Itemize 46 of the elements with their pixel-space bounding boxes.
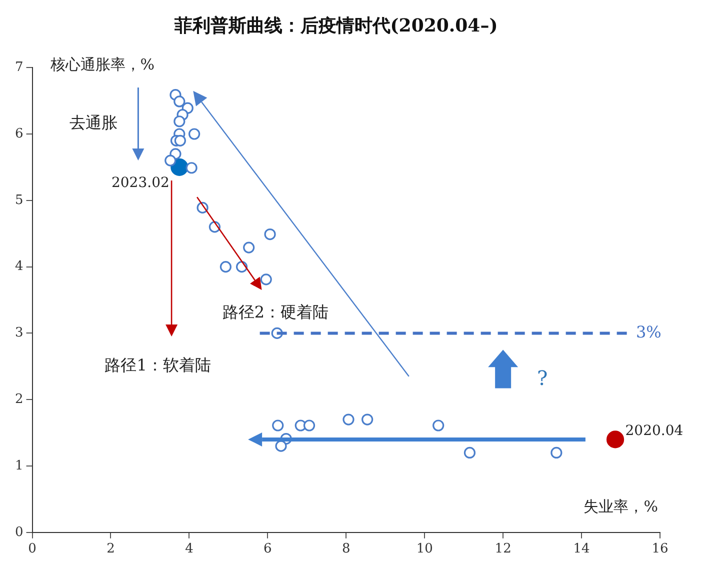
point	[272, 420, 284, 432]
point	[174, 134, 186, 146]
point	[342, 414, 354, 426]
annotation: 2023.02	[111, 174, 170, 191]
y-tick-label: 0	[14, 524, 24, 540]
point	[243, 242, 255, 254]
y-axis-title: 核心通胀率，%	[49, 55, 155, 74]
x-tick-label: 12	[494, 542, 512, 557]
point	[303, 420, 316, 432]
point	[260, 274, 272, 286]
annotation: 路径2：硬着陆	[222, 302, 329, 322]
point	[164, 154, 176, 166]
point	[550, 446, 562, 459]
annotation: 路径1：软着陆	[104, 356, 211, 375]
x-tick-label: 0	[28, 542, 36, 557]
y-tick-label: 4	[14, 259, 24, 274]
x-tick-label: 2	[106, 542, 115, 557]
y-tick-label: 6	[14, 126, 24, 142]
y-tick-label: 2	[14, 392, 24, 407]
x-axis-title: 失业率，%	[584, 498, 658, 516]
y-tick-label: 1	[14, 458, 24, 474]
x-tick-label: 14	[573, 542, 590, 557]
annotation: ?	[536, 366, 548, 390]
point	[264, 228, 276, 240]
x-tick-label: 10	[416, 542, 433, 557]
chart-title: 菲利普斯曲线：后疫情时代(2020.04–)	[173, 15, 498, 36]
point	[606, 430, 624, 448]
x-tick-label: 8	[342, 542, 350, 557]
annotation: 2020.04	[625, 423, 684, 440]
x-tick-label: 6	[264, 542, 272, 557]
point	[432, 420, 444, 432]
point	[362, 414, 374, 426]
point	[174, 116, 186, 128]
point	[174, 96, 186, 108]
x-tick-label: 4	[185, 542, 194, 557]
point	[220, 261, 232, 273]
point	[464, 446, 476, 459]
ref-line-label: 3%	[636, 322, 662, 342]
x-tick-label: 16	[652, 542, 668, 557]
annotation: 去通胀	[70, 113, 118, 132]
point	[275, 440, 287, 452]
point	[188, 128, 200, 140]
y-tick-label: 3	[14, 326, 24, 341]
point	[186, 162, 198, 174]
y-tick-label: 7	[14, 60, 24, 75]
y-tick-label: 5	[14, 192, 24, 208]
